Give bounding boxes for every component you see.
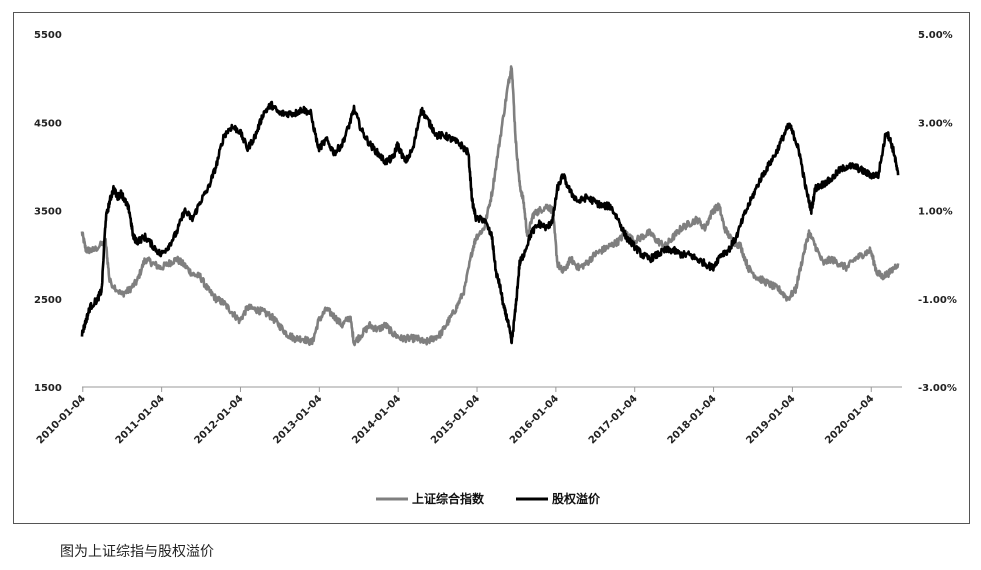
x-tick-label: 2013-01-04 xyxy=(271,393,324,446)
x-tick-label: 2020-01-04 xyxy=(823,393,876,446)
y-right-tick-label: -3.00% xyxy=(918,383,957,394)
x-tick-label: 2014-01-04 xyxy=(350,393,403,446)
x-tick-label: 2019-01-04 xyxy=(745,393,798,446)
legend-entry-label: 股权溢价 xyxy=(552,491,601,506)
series-line-premium xyxy=(80,100,900,345)
figure-caption: 图为上证综指与股权溢价 xyxy=(60,544,214,560)
legend-entry-label: 上证综合指数 xyxy=(412,491,485,506)
y-left-tick-label: 5500 xyxy=(34,30,62,41)
y-left-tick-label: 1500 xyxy=(34,383,62,394)
y-right-tick-label: 5.00% xyxy=(918,30,953,41)
y-left-tick-label: 2500 xyxy=(34,295,62,306)
series-line-index xyxy=(80,65,900,347)
x-tick-label: 2012-01-04 xyxy=(193,393,246,446)
x-tick-label: 2016-01-04 xyxy=(508,393,561,446)
x-tick-label: 2018-01-04 xyxy=(666,393,719,446)
x-tick-label: 2015-01-04 xyxy=(429,393,482,446)
y-right-tick-label: -1.00% xyxy=(918,295,957,306)
y-right-tick-label: 1.00% xyxy=(918,207,953,218)
legend: 上证综合指数 股权溢价 xyxy=(376,491,601,506)
chart-frame: 1500 2500 3500 4500 5500 -3.00% -1.00% 1.00% 3.0… xyxy=(13,12,970,524)
y-right-tick-label: 3.00% xyxy=(918,118,953,129)
line-chart: 1500 2500 3500 4500 5500 -3.00% -1.00% 1.00% 3.0… xyxy=(34,30,957,506)
y-left-tick-label: 4500 xyxy=(34,118,62,129)
x-tick-label: 2011-01-04 xyxy=(114,393,167,446)
y-left-tick-label: 3500 xyxy=(34,207,62,218)
series-lines xyxy=(80,65,900,347)
x-tick-label: 2017-01-04 xyxy=(587,393,640,446)
x-tick-label: 2010-01-04 xyxy=(35,393,88,446)
